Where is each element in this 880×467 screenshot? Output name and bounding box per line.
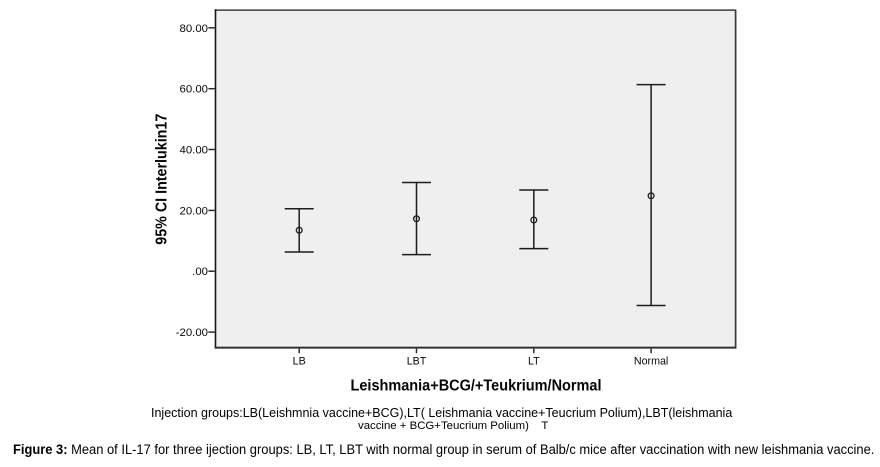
svg-text:LBT: LBT: [407, 356, 427, 368]
svg-text:95% CI Interlukin17: 95% CI Interlukin17: [153, 114, 170, 245]
svg-text:80.00: 80.00: [179, 23, 208, 35]
svg-text:.00: .00: [192, 266, 208, 278]
svg-text:Leishmania+BCG/+Teukrium/Norma: Leishmania+BCG/+Teukrium/Normal: [351, 378, 602, 395]
svg-text:60.00: 60.00: [179, 84, 208, 96]
svg-text:LB: LB: [293, 356, 306, 368]
svg-text:Normal: Normal: [634, 356, 668, 368]
svg-text:40.00: 40.00: [179, 145, 208, 157]
svg-text:-20.00: -20.00: [176, 327, 208, 339]
svg-text:20.00: 20.00: [179, 205, 208, 217]
svg-text:LT: LT: [528, 356, 540, 368]
